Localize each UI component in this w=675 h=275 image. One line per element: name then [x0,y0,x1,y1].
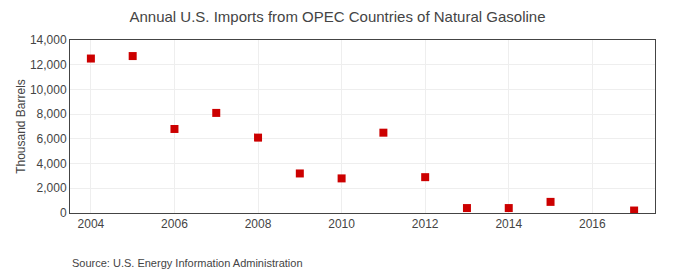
svg-text:2,000: 2,000 [37,181,67,195]
svg-text:4,000: 4,000 [37,157,67,171]
svg-text:2012: 2012 [412,217,439,231]
svg-text:Source: U.S. Energy Informatio: Source: U.S. Energy Information Administ… [72,257,303,269]
svg-text:2006: 2006 [161,217,188,231]
svg-text:10,000: 10,000 [30,83,67,97]
svg-text:2004: 2004 [78,217,105,231]
svg-text:6,000: 6,000 [37,132,67,146]
svg-text:Thousand Barrels: Thousand Barrels [14,79,28,174]
svg-text:8,000: 8,000 [37,107,67,121]
svg-text:2014: 2014 [495,217,522,231]
svg-text:12,000: 12,000 [30,58,67,72]
svg-text:14,000: 14,000 [30,33,67,47]
svg-text:0: 0 [60,206,67,220]
svg-text:2010: 2010 [328,217,355,231]
svg-text:2016: 2016 [579,217,606,231]
svg-text:2008: 2008 [245,217,272,231]
svg-text:Annual U.S. Imports from OPEC: Annual U.S. Imports from OPEC Countries … [129,8,545,25]
